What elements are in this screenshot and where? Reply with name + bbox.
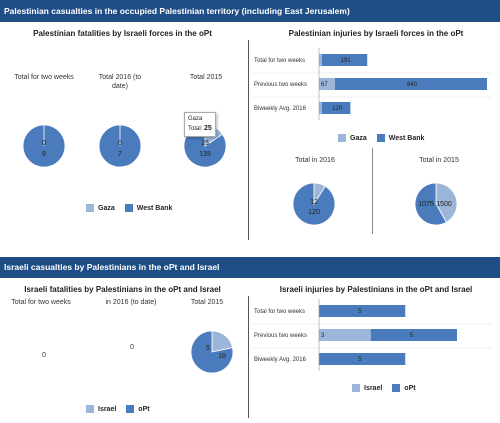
pie-value-label: 18 <box>218 353 226 360</box>
legend-swatch-gaza <box>338 134 346 142</box>
pie-value-label: 5 <box>206 345 210 352</box>
bar-segment <box>319 329 371 341</box>
pie-label: Total 2016 (to date) <box>98 74 142 90</box>
bar-category-label: Total for two weeks <box>254 309 305 315</box>
legend-isr-fatalities: Israel oPt <box>86 405 150 413</box>
pie-value-label: 1500 <box>436 201 452 208</box>
pie-slice <box>414 182 447 226</box>
tooltip-value: 25 <box>204 125 212 132</box>
chart-tooltip: Gaza Total: 25 <box>184 112 216 137</box>
bar-segment <box>319 102 322 114</box>
bar-segment <box>319 78 335 90</box>
vertical-divider <box>248 296 249 418</box>
bar-segment <box>334 78 487 90</box>
legend-swatch-israel <box>352 384 360 392</box>
bar-segment <box>370 329 457 341</box>
legend-label: oPt <box>404 384 416 392</box>
bar-category-label: Biweekly Avg. 2016 <box>254 106 307 112</box>
chart-title-isr-fatalities: Israeli fatalities by Palestinians in th… <box>24 285 221 294</box>
legend-isr-injuries: Israel oPt <box>352 384 416 392</box>
legend-label: Gaza <box>98 204 115 212</box>
legend-label: oPt <box>138 405 150 413</box>
pie-value-label: 0 <box>42 140 46 147</box>
pie-empty-value: 0 <box>130 344 134 351</box>
bar-value-label: 120 <box>332 106 343 112</box>
bar-category-label: Total for two weeks <box>254 58 305 64</box>
pie-value-label: 7 <box>118 151 122 158</box>
bar-category-label: Previous two weeks <box>254 82 307 88</box>
bar-segment <box>321 54 368 66</box>
bar-value-label: 640 <box>407 82 418 88</box>
bar-category-label: Biweekly Avg. 2016 <box>254 357 307 363</box>
bar-category-label: Previous two weeks <box>254 333 307 339</box>
tooltip-label: Total: <box>188 126 203 132</box>
section-banner-palestinian: Palestinian casualties in the occupied P… <box>0 0 500 22</box>
vertical-divider-small <box>372 148 373 234</box>
chart-title-pal-fatalities: Palestinian fatalities by Israeli forces… <box>33 29 212 38</box>
pie-value-label: 0 <box>118 140 122 147</box>
pie-label: Total for two weeks <box>14 74 74 81</box>
pie-value-label: 12 <box>310 199 318 206</box>
chart-title-pal-injuries: Palestinian injuries by Israeli forces i… <box>288 29 464 38</box>
pie-label: Total in 2016 <box>295 157 335 164</box>
pie-value-label: 1075 <box>418 201 434 208</box>
pie-value-label: 135 <box>199 151 211 158</box>
pie-value-label: 120 <box>308 209 320 216</box>
pie-label: Total in 2015 <box>419 157 459 164</box>
pie-empty-value: 0 <box>42 352 46 359</box>
pie-value-label: 9 <box>42 151 46 158</box>
pal-injuries-pies: 12 120 1075 1500 <box>292 182 458 226</box>
legend-pal-fatalities: Gaza West Bank <box>86 204 172 212</box>
pie-label: Total 2015 <box>190 299 224 306</box>
legend-swatch-gaza <box>86 204 94 212</box>
pie-label: Total for two weeks <box>11 299 71 306</box>
legend-swatch-opt <box>126 405 135 413</box>
legend-pal-injuries: Gaza West Bank <box>338 134 424 142</box>
legend-swatch-opt <box>392 384 401 392</box>
pie-slice <box>190 330 234 374</box>
pie-value-label: 25 <box>201 140 209 147</box>
legend-label: West Bank <box>136 204 173 212</box>
legend-label: Israel <box>364 384 383 392</box>
chart-title-isr-injuries: Israeli injuries by Palestinians in the … <box>279 285 473 294</box>
pal-injuries-bars: Total for two weeks12191Previous two wee… <box>252 48 492 120</box>
legend-swatch-israel <box>86 405 94 413</box>
pie-label: in 2016 (to date) <box>105 299 157 306</box>
tooltip-series: Gaza <box>188 116 203 122</box>
bar-segment <box>319 305 406 317</box>
legend-swatch-west-bank <box>124 204 133 212</box>
bar-value-label: 5 <box>410 333 414 339</box>
bar-value-label: 5 <box>358 309 362 315</box>
legend-label: West Bank <box>388 134 425 142</box>
bar-segment <box>321 102 351 114</box>
isr-injuries-bars: Total for two weeks05Previous two weeks3… <box>252 299 492 371</box>
section-banner-israeli: Israeli casualties by Palestinians in th… <box>0 257 500 278</box>
isr-fatalities-pie: 5 18 <box>190 330 234 374</box>
vertical-divider <box>248 40 249 240</box>
bar-segment <box>319 54 322 66</box>
pie-label: Total 2015 <box>189 74 223 81</box>
legend-label: Israel <box>98 405 117 413</box>
bar-value-label: 3 <box>321 333 325 339</box>
legend-label: Gaza <box>350 134 367 142</box>
legend-swatch-west-bank <box>376 134 385 142</box>
bar-segment <box>319 353 406 365</box>
bar-value-label: 5 <box>358 357 362 363</box>
bar-value-label: 191 <box>341 58 352 64</box>
pie-slice <box>292 182 336 226</box>
bar-value-label: 67 <box>321 82 328 88</box>
